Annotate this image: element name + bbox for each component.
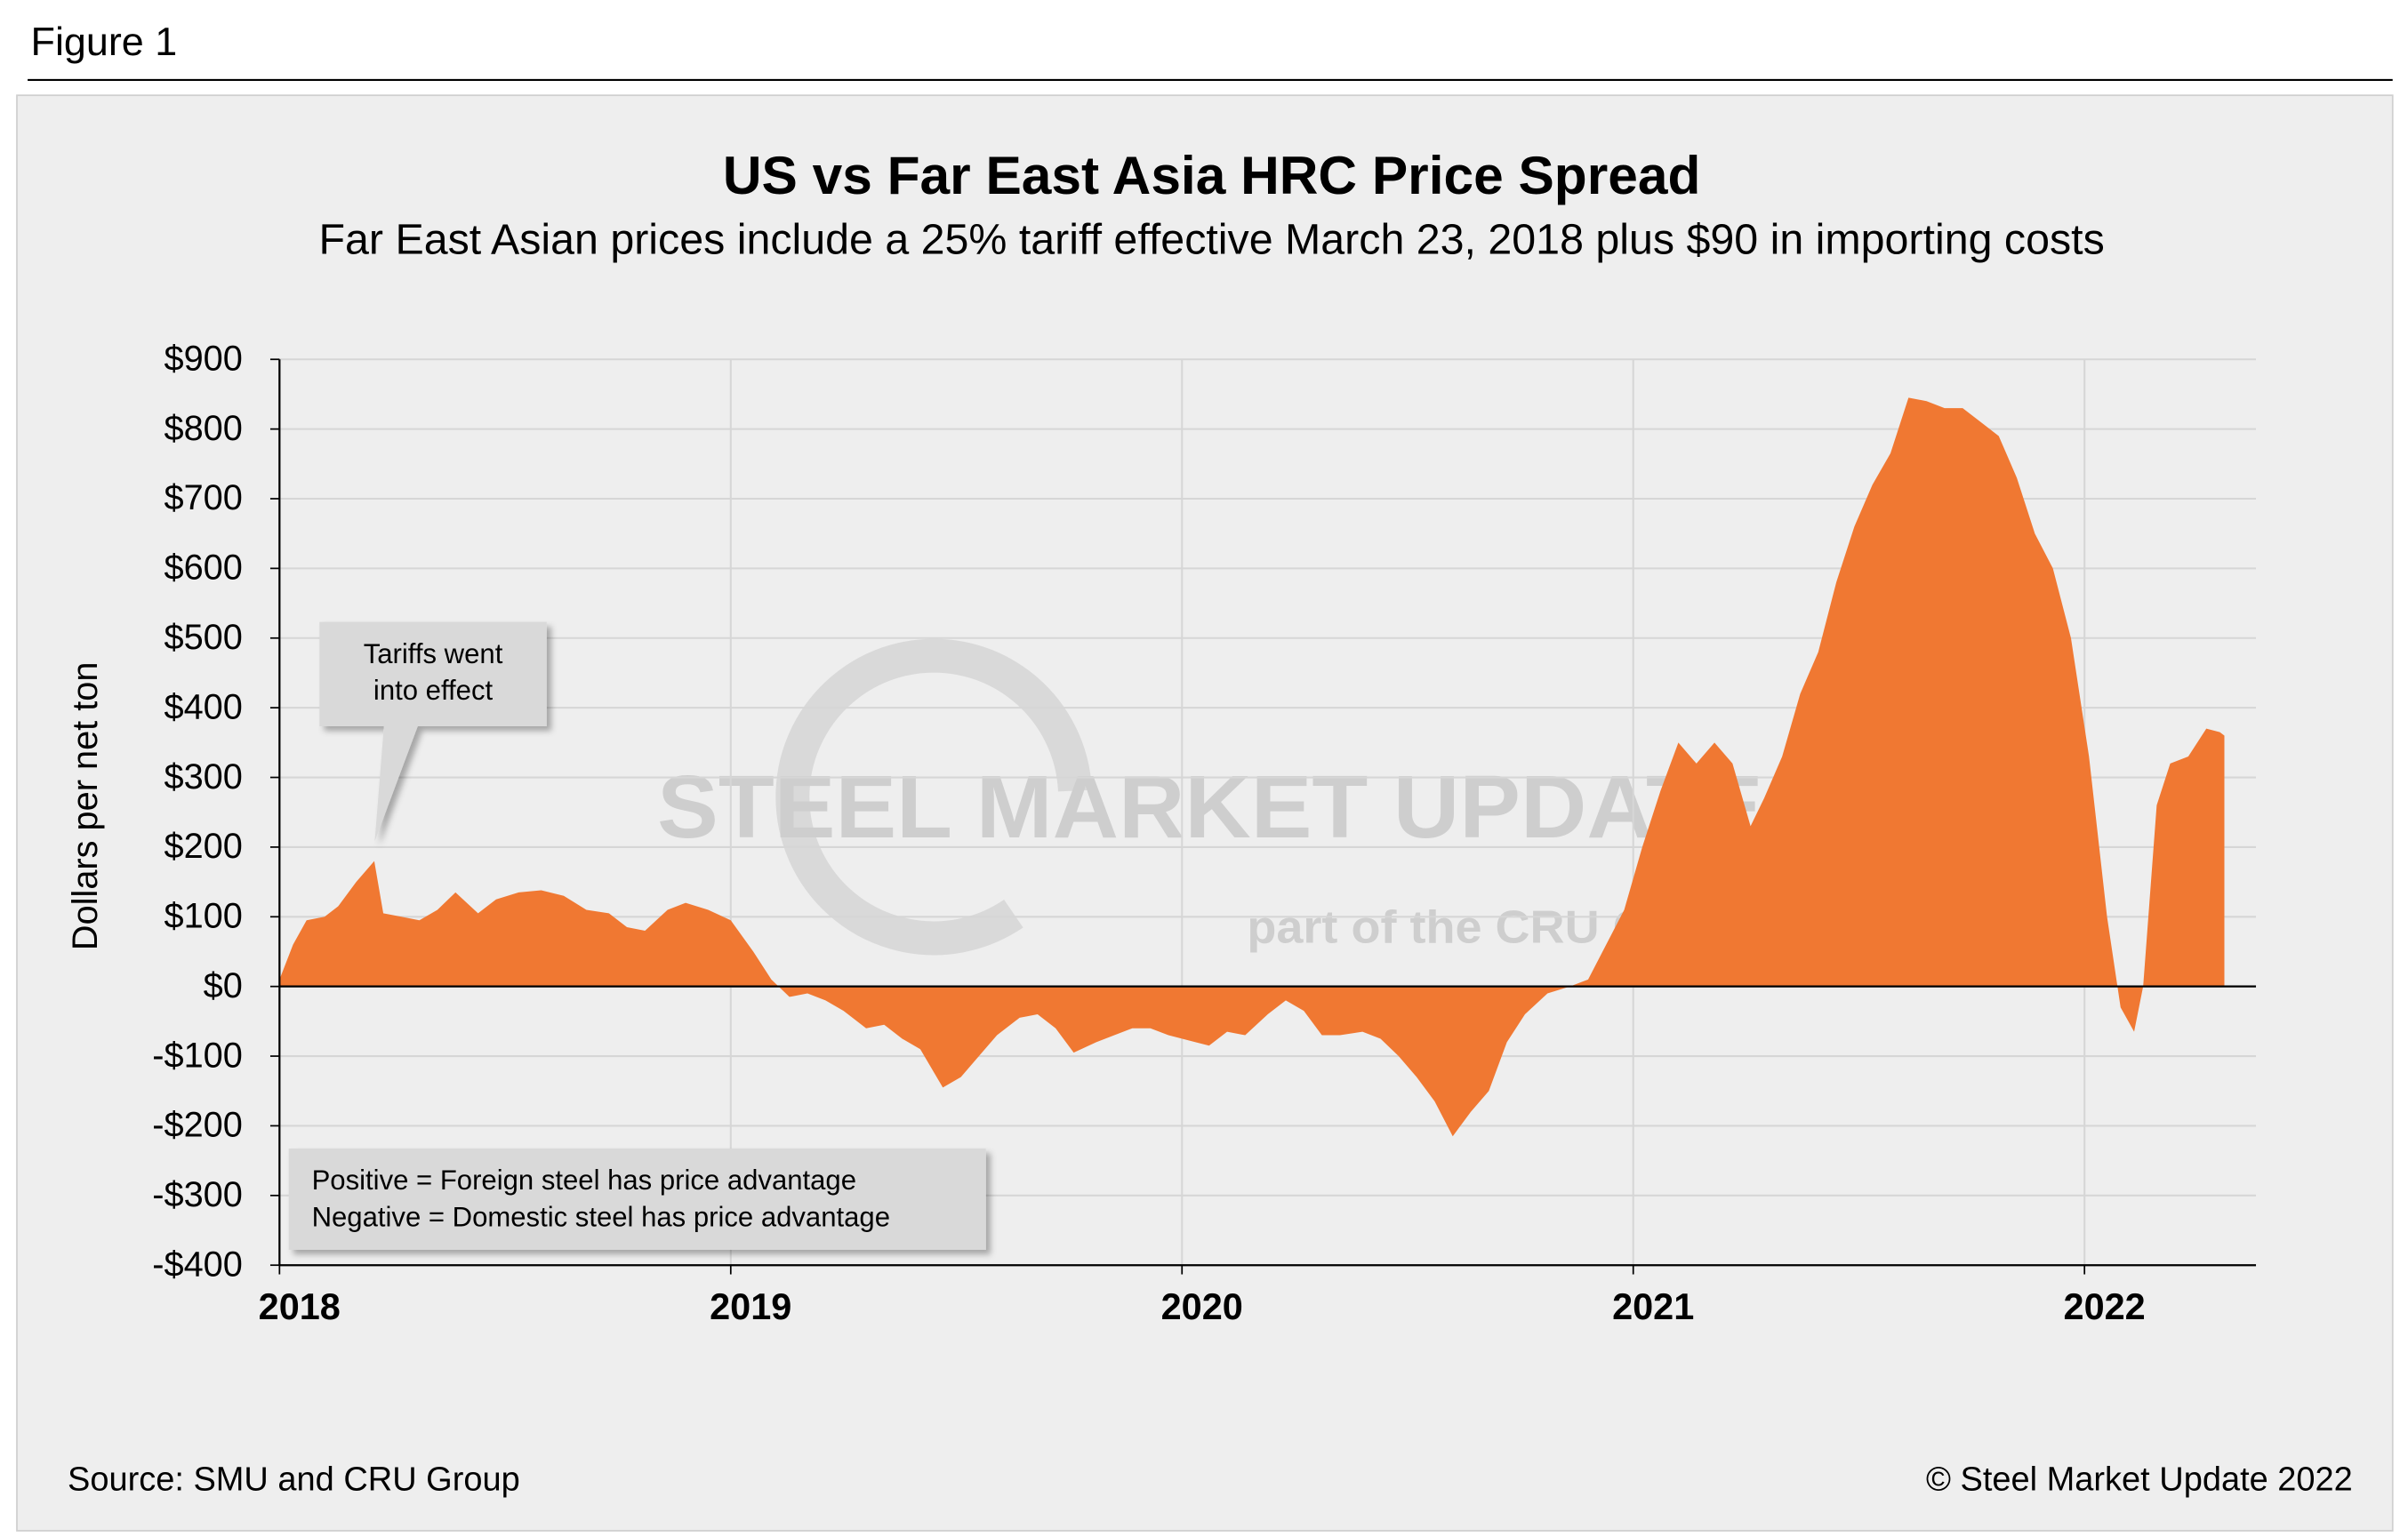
- y-tick-label: $200: [165, 827, 243, 866]
- y-tick-label: -$200: [152, 1106, 243, 1145]
- y-tick-label: $300: [165, 757, 243, 797]
- y-tick-label: $0: [204, 966, 243, 1005]
- y-tick-label: $100: [165, 897, 243, 936]
- y-tick-label: -$300: [152, 1175, 243, 1214]
- y-tick-label: $400: [165, 687, 243, 726]
- x-tick-label: 2021: [1612, 1285, 1694, 1327]
- annotation-text: Tariffs went: [364, 638, 503, 669]
- watermark-arc: [775, 638, 1092, 956]
- x-tick-label: 2018: [259, 1285, 341, 1327]
- watermark: STEEL MARKET UPDATE part of the CRU Grou…: [657, 638, 1763, 956]
- callout-box: [319, 621, 547, 842]
- annotation-callout: [319, 621, 547, 842]
- y-tick-label: $800: [165, 409, 243, 448]
- y-tick-label: $700: [165, 478, 243, 517]
- y-tick-label: -$400: [152, 1245, 243, 1284]
- annotation-text: into effect: [373, 675, 494, 706]
- chart-subtitle: Far East Asian prices include a 25% tari…: [319, 216, 2105, 264]
- copyright: © Steel Market Update 2022: [1926, 1461, 2353, 1499]
- x-tick-label: 2022: [2064, 1285, 2146, 1327]
- plot-area: -$400 -$300 -$200 -$100 $0 $100 $200 $300 $400 $5…: [152, 339, 2257, 1327]
- area: [279, 397, 2225, 1137]
- note-box: [288, 1148, 986, 1250]
- y-tick-label: $600: [165, 548, 243, 588]
- chart-title: US vs Far East Asia HRC Price Spread: [723, 145, 1701, 205]
- figure-label: Figure 1: [31, 19, 178, 64]
- y-tick-label: $500: [165, 618, 243, 657]
- note-text: Negative = Domestic steel has price adva…: [312, 1202, 890, 1233]
- source: Source: SMU and CRU Group: [68, 1461, 520, 1499]
- y-axis-label: Dollars per net ton: [66, 662, 105, 951]
- y-tick-label: $900: [165, 339, 243, 378]
- y-tick-label: -$100: [152, 1036, 243, 1075]
- watermark-brand: STEEL MARKET UPDATE: [657, 757, 1762, 857]
- x-tick-label: 2019: [710, 1285, 791, 1327]
- note-text: Positive = Foreign steel has price advan…: [312, 1165, 856, 1196]
- x-tick-label: 2020: [1161, 1285, 1243, 1327]
